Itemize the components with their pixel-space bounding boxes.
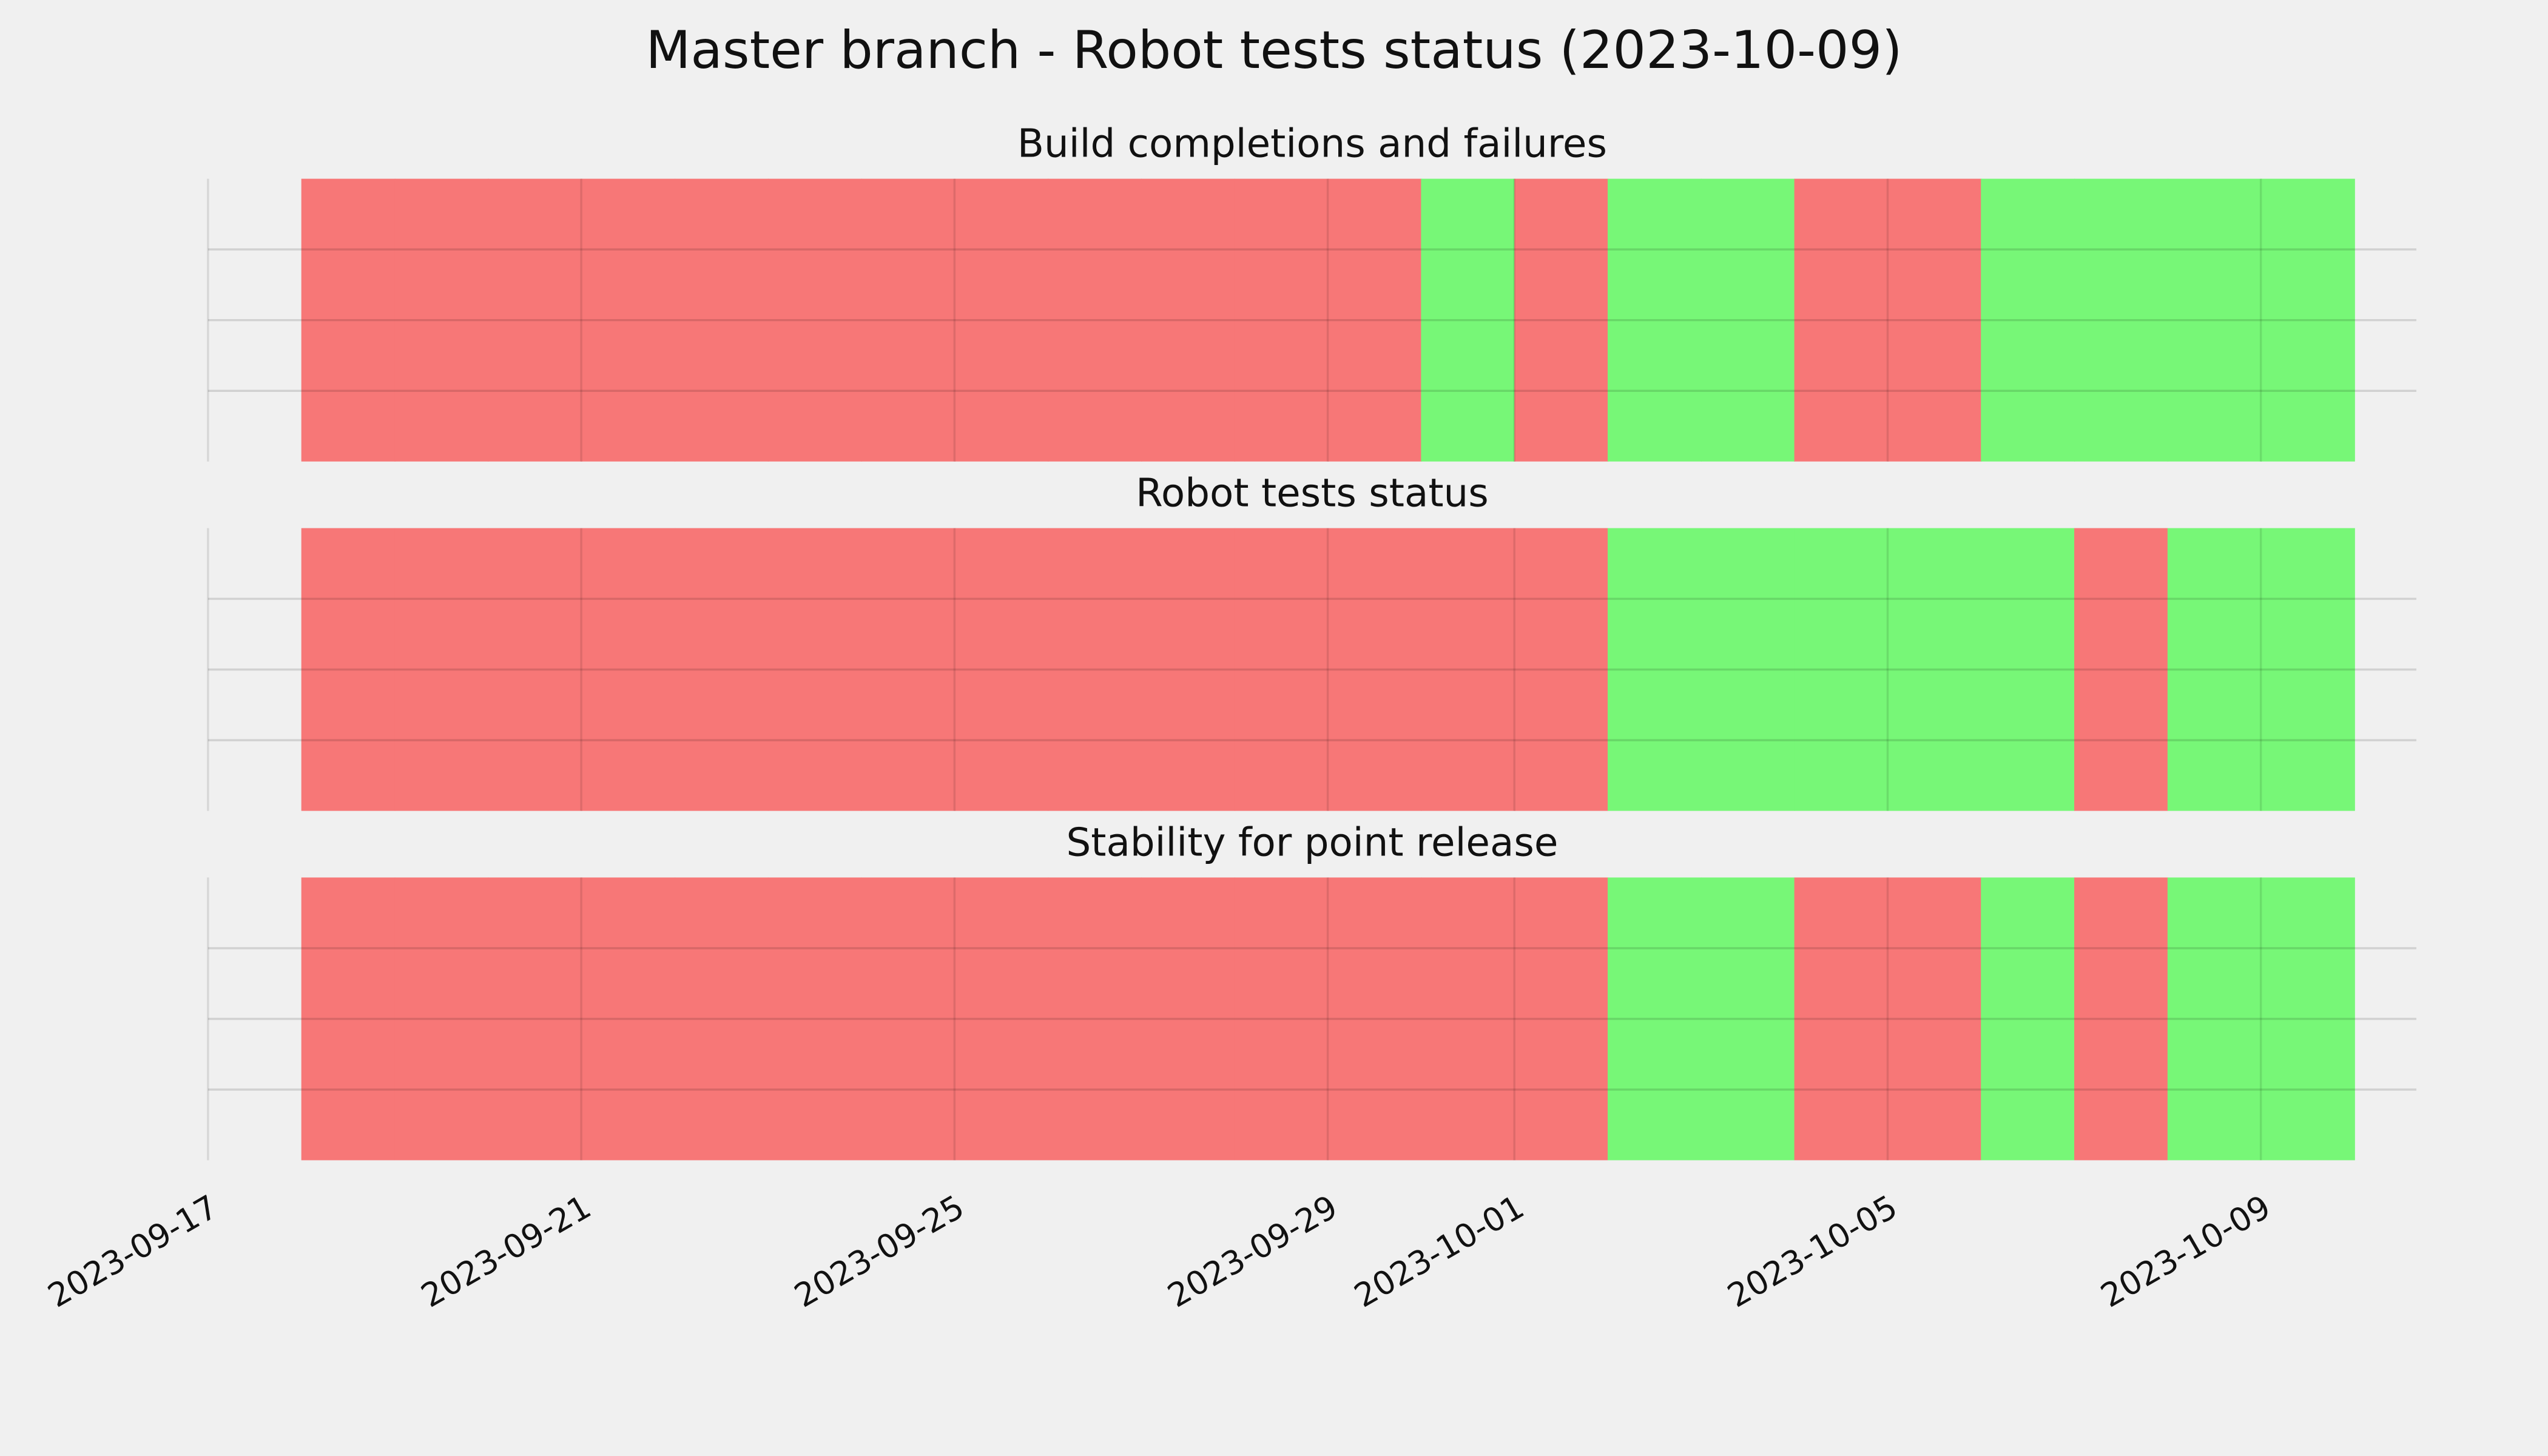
panel-title: Build completions and failures: [1017, 121, 1607, 167]
status-span: [1981, 178, 2075, 462]
status-span: [1514, 178, 1609, 462]
status-span: [1048, 178, 1142, 462]
status-span: [2260, 528, 2355, 811]
status-span: [1794, 877, 1889, 1161]
status-span: [1048, 877, 1142, 1161]
status-span: [1700, 528, 1795, 811]
status-span: [394, 877, 489, 1161]
status-span: [1234, 528, 1329, 811]
status-span: [767, 528, 862, 811]
status-span: [954, 877, 1049, 1161]
status-span: [674, 877, 769, 1161]
status-span: [1421, 877, 1515, 1161]
status-span: [301, 877, 396, 1161]
status-span: [301, 178, 396, 462]
status-span: [674, 178, 769, 462]
status-span: [1327, 528, 1422, 811]
status-span: [861, 178, 956, 462]
status-span: [1700, 178, 1795, 462]
status-span: [1981, 877, 2075, 1161]
status-span: [394, 178, 489, 462]
status-span: [2167, 178, 2262, 462]
status-span: [1514, 877, 1609, 1161]
status-span: [1327, 877, 1422, 1161]
status-span: [954, 178, 1049, 462]
status-span: [1981, 528, 2075, 811]
status-span: [1327, 178, 1422, 462]
status-span: [394, 528, 489, 811]
status-span: [2260, 877, 2355, 1161]
status-span: [1887, 178, 1982, 462]
status-span: [581, 877, 676, 1161]
status-span: [1700, 877, 1795, 1161]
status-span: [2074, 178, 2169, 462]
status-span: [1887, 528, 1982, 811]
status-span: [674, 528, 769, 811]
status-span: [1794, 178, 1889, 462]
status-span: [488, 178, 582, 462]
status-span: [1794, 528, 1889, 811]
status-span: [488, 528, 582, 811]
status-span: [488, 877, 582, 1161]
status-span: [1608, 178, 1702, 462]
status-span: [767, 178, 862, 462]
status-span: [1234, 178, 1329, 462]
status-span: [1234, 877, 1329, 1161]
status-span: [2074, 877, 2169, 1161]
status-span: [1141, 528, 1236, 811]
chart-title: Master branch - Robot tests status (2023…: [645, 20, 1902, 81]
status-span: [861, 877, 956, 1161]
status-span: [1514, 528, 1609, 811]
status-span: [1141, 877, 1236, 1161]
status-span: [954, 528, 1049, 811]
status-span: [1608, 877, 1702, 1161]
status-span: [1141, 178, 1236, 462]
status-span: [861, 528, 956, 811]
panel-title: Stability for point release: [1067, 820, 1559, 865]
panel-title: Robot tests status: [1136, 471, 1489, 516]
status-span: [2167, 528, 2262, 811]
status-span: [767, 877, 862, 1161]
status-span: [2074, 528, 2169, 811]
status-span: [1048, 528, 1142, 811]
status-span: [301, 528, 396, 811]
status-span: [2260, 178, 2355, 462]
status-span: [1421, 528, 1515, 811]
status-span: [1608, 528, 1702, 811]
status-span: [581, 178, 676, 462]
status-span: [2167, 877, 2262, 1161]
status-span: [1887, 877, 1982, 1161]
status-span: [581, 528, 676, 811]
status-span: [1421, 178, 1515, 462]
